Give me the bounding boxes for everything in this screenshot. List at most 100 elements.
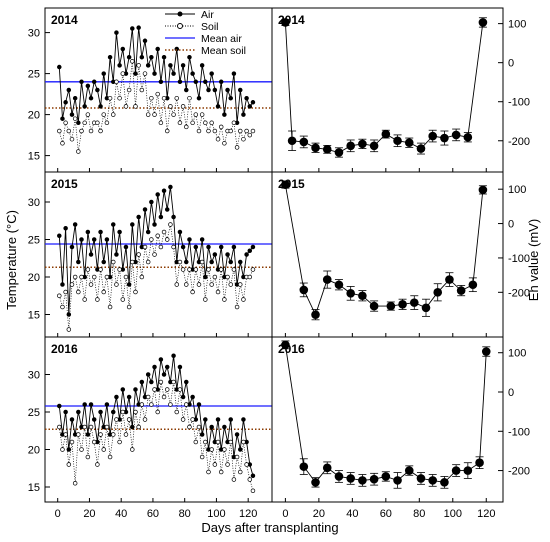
soil-point [196,128,202,134]
air-point [238,259,243,265]
soil-point [101,447,106,452]
air-point [158,214,164,220]
air-point [238,447,243,452]
eh-point [358,476,367,485]
x-tick-label: 120 [239,508,257,520]
air-point [88,252,94,257]
soil-point [145,112,151,117]
air-point [177,229,183,235]
air-point [101,71,106,76]
air-point [126,394,132,400]
air-point [126,54,132,60]
soil-point [158,379,164,385]
air-point [164,207,170,212]
air-point [152,364,157,370]
soil-point [241,297,246,302]
air-point [250,100,256,105]
temperature-panel-2015: 15 20 25 30 2015 [28,171,273,338]
y-tick-label: -100 [508,97,530,109]
eh-point [451,466,461,475]
soil-point [155,409,160,415]
air-point [180,394,186,400]
soil-point [126,417,132,422]
soil-point [107,304,113,310]
soil-point [117,267,122,272]
air-point [212,87,218,93]
soil-point [215,439,221,445]
soil-point [95,297,100,302]
soil-point [177,120,183,126]
eh-point [334,280,344,290]
y-tick-label: 20 [28,272,40,284]
soil-point [168,104,173,109]
air-series-line [58,355,254,476]
air-point [79,237,84,242]
soil-point [117,439,122,445]
air-point [164,364,170,370]
soil-point [250,128,256,134]
air-point [120,387,126,392]
soil-point [85,454,91,460]
panel-year-label: 2015 [278,177,305,191]
air-point [57,403,62,409]
soil-point [139,87,145,93]
y-tick-label: 25 [28,407,40,419]
eh-point [416,144,426,153]
soil-point [241,439,246,445]
y-tick-label: 100 [508,348,526,360]
soil-point [82,297,87,302]
soil-point [145,394,151,400]
air-point [180,63,186,68]
eh-point [299,137,309,147]
eh-series-line [284,184,484,316]
y-right-label: Eh value (mV) [526,219,541,301]
soil-point [66,462,72,467]
air-point [215,417,221,422]
air-point [66,87,72,93]
air-point [91,417,97,422]
eh-point [398,300,407,309]
air-point [142,207,148,212]
air-point [57,64,62,70]
air-point [184,259,189,265]
soil-point [142,244,148,250]
air-point [149,379,154,385]
air-point [145,63,151,68]
soil-point [152,387,157,392]
y-tick-label: 0 [508,219,514,231]
soil-point [95,462,100,467]
air-point [82,402,87,407]
eh-point [381,129,391,139]
soil-point [193,112,199,117]
soil-point [171,112,176,117]
eh-point [311,143,320,153]
air-point [196,95,202,101]
eh-point [334,472,344,481]
soil-point [203,120,208,126]
eh-point [409,298,419,307]
air-point [168,63,173,68]
eh-point [481,347,491,356]
air-point [203,79,208,85]
air-point [63,100,68,105]
soil-point [130,259,135,265]
eh-point [478,185,488,195]
soil-series-line [58,381,254,491]
air-point [184,87,189,93]
soil-point [206,469,211,475]
eh-point [440,133,449,143]
air-point [218,244,224,250]
air-point [63,226,68,231]
eh-point [404,138,414,148]
panels: 15 20 25 30 2014 15 20 25 30 2015 15 20 25 30 0 20 40 60 8… [28,7,530,520]
air-point [145,372,151,377]
soil-point [114,282,119,287]
eh-point [463,132,473,142]
air-point [85,432,91,437]
eh-point [478,18,488,27]
soil-point [136,252,141,257]
legend-item: Air [165,9,214,21]
soil-point [60,141,65,146]
soil-point [76,432,81,437]
